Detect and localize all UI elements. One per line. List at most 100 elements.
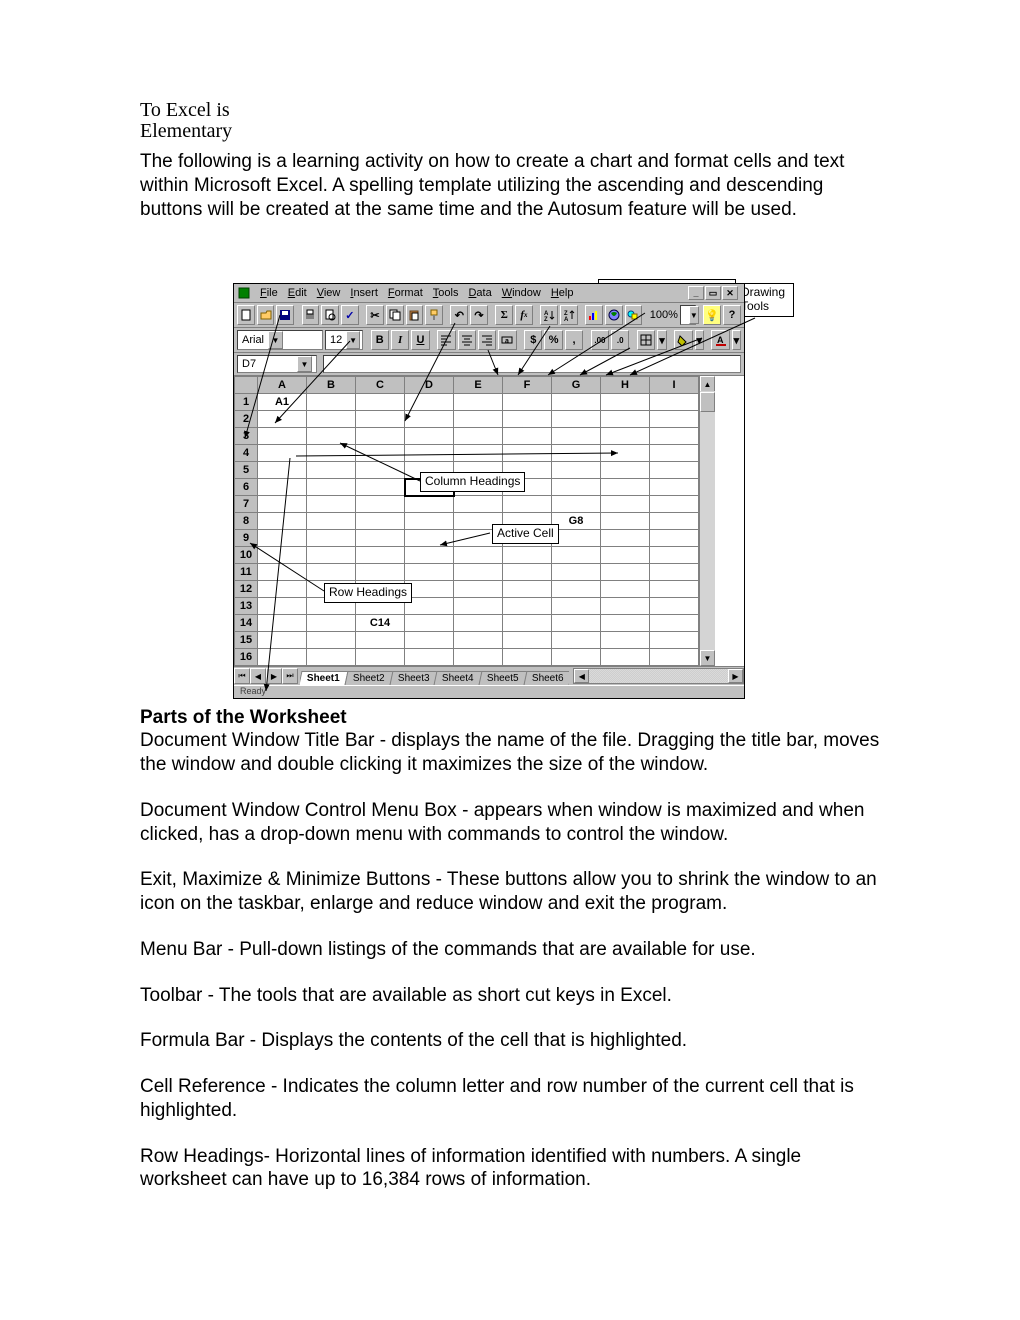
cell-F13[interactable]	[503, 598, 552, 615]
row-header-4[interactable]: 4	[235, 445, 258, 462]
cell-E14[interactable]	[454, 615, 503, 632]
cell-F11[interactable]	[503, 564, 552, 581]
cell-C5[interactable]	[356, 462, 405, 479]
cell-B7[interactable]	[307, 496, 356, 513]
menu-tools[interactable]: Tools	[433, 287, 459, 299]
copy-icon[interactable]	[386, 305, 404, 325]
row-header-1[interactable]: 1	[235, 394, 258, 411]
row-header-5[interactable]: 5	[235, 462, 258, 479]
cell-I5[interactable]	[650, 462, 699, 479]
cell-I1[interactable]	[650, 394, 699, 411]
cell-F14[interactable]	[503, 615, 552, 632]
cell-D1[interactable]	[405, 394, 454, 411]
cell-E4[interactable]	[454, 445, 503, 462]
cut-icon[interactable]: ✂	[366, 305, 384, 325]
function-wizard-icon[interactable]: fx	[515, 305, 533, 325]
align-left-icon[interactable]	[437, 330, 455, 350]
cell-I3[interactable]	[650, 428, 699, 445]
cell-F12[interactable]	[503, 581, 552, 598]
cell-D14[interactable]	[405, 615, 454, 632]
cell-B1[interactable]	[307, 394, 356, 411]
close-button[interactable]: ✕	[722, 286, 738, 300]
borders-icon[interactable]	[637, 330, 655, 350]
column-header-C[interactable]: C	[356, 377, 405, 394]
cell-I4[interactable]	[650, 445, 699, 462]
cell-E15[interactable]	[454, 632, 503, 649]
scroll-down-icon[interactable]: ▼	[700, 650, 715, 666]
cell-I8[interactable]	[650, 513, 699, 530]
comma-icon[interactable]: ,	[565, 330, 583, 350]
cell-H2[interactable]	[601, 411, 650, 428]
cell-C8[interactable]	[356, 513, 405, 530]
cell-H15[interactable]	[601, 632, 650, 649]
fill-color-dropdown-icon[interactable]: ▾	[695, 330, 704, 350]
menu-data[interactable]: Data	[468, 287, 491, 299]
cell-D10[interactable]	[405, 547, 454, 564]
cell-C1[interactable]	[356, 394, 405, 411]
cell-A6[interactable]	[258, 479, 307, 496]
column-header-F[interactable]: F	[503, 377, 552, 394]
font-color-icon[interactable]: A	[711, 330, 729, 350]
cell-G7[interactable]	[552, 496, 601, 513]
scroll-thumb[interactable]	[700, 392, 715, 412]
cell-F16[interactable]	[503, 649, 552, 666]
increase-decimal-icon[interactable]: .00	[591, 330, 609, 350]
autosum-icon[interactable]: Σ	[495, 305, 513, 325]
currency-icon[interactable]: $	[524, 330, 542, 350]
column-header-E[interactable]: E	[454, 377, 503, 394]
cell-A5[interactable]	[258, 462, 307, 479]
font-size-combo[interactable]: 12▼	[325, 330, 363, 350]
menu-help[interactable]: Help	[551, 287, 574, 299]
undo-icon[interactable]: ↶	[450, 305, 468, 325]
cell-A15[interactable]	[258, 632, 307, 649]
cell-D11[interactable]	[405, 564, 454, 581]
cell-C11[interactable]	[356, 564, 405, 581]
open-icon[interactable]	[257, 305, 275, 325]
cell-A2[interactable]	[258, 411, 307, 428]
cell-I10[interactable]	[650, 547, 699, 564]
cell-C6[interactable]	[356, 479, 405, 496]
menu-window[interactable]: Window	[502, 287, 541, 299]
cell-D8[interactable]	[405, 513, 454, 530]
italic-icon[interactable]: I	[391, 330, 409, 350]
window-controls[interactable]: _ ▭ ✕	[688, 286, 738, 300]
cell-H7[interactable]	[601, 496, 650, 513]
cell-H3[interactable]	[601, 428, 650, 445]
cell-G2[interactable]	[552, 411, 601, 428]
column-header-H[interactable]: H	[601, 377, 650, 394]
minimize-button[interactable]: _	[688, 286, 704, 300]
decrease-decimal-icon[interactable]: .0	[611, 330, 629, 350]
cell-I12[interactable]	[650, 581, 699, 598]
row-header-6[interactable]: 6	[235, 479, 258, 496]
paste-icon[interactable]	[406, 305, 424, 325]
column-header-I[interactable]: I	[650, 377, 699, 394]
cell-D9[interactable]	[405, 530, 454, 547]
bold-icon[interactable]: B	[371, 330, 389, 350]
cell-F1[interactable]	[503, 394, 552, 411]
cell-E7[interactable]	[454, 496, 503, 513]
sheet-tab-sheet2[interactable]: Sheet2	[344, 671, 393, 685]
worksheet-grid[interactable]: ABCDEFGHI1A123456D678G891011121314C14151…	[234, 376, 744, 666]
cell-F2[interactable]	[503, 411, 552, 428]
row-header-3[interactable]: 3	[235, 428, 258, 445]
cell-D7[interactable]	[405, 496, 454, 513]
sort-desc-icon[interactable]: ZA	[560, 305, 578, 325]
cell-H8[interactable]	[601, 513, 650, 530]
column-header-D[interactable]: D	[405, 377, 454, 394]
row-header-13[interactable]: 13	[235, 598, 258, 615]
cell-I15[interactable]	[650, 632, 699, 649]
new-icon[interactable]	[237, 305, 255, 325]
row-header-8[interactable]: 8	[235, 513, 258, 530]
cell-G9[interactable]	[552, 530, 601, 547]
cell-H11[interactable]	[601, 564, 650, 581]
menu-file[interactable]: File	[260, 287, 278, 299]
map-icon[interactable]	[605, 305, 623, 325]
row-header-2[interactable]: 2	[235, 411, 258, 428]
sheet-tab-sheet6[interactable]: Sheet6	[523, 671, 569, 685]
cell-H13[interactable]	[601, 598, 650, 615]
name-box[interactable]: D7 ▼	[237, 355, 317, 373]
cell-H14[interactable]	[601, 615, 650, 632]
cell-B3[interactable]	[307, 428, 356, 445]
format-painter-icon[interactable]	[425, 305, 443, 325]
cell-D2[interactable]	[405, 411, 454, 428]
